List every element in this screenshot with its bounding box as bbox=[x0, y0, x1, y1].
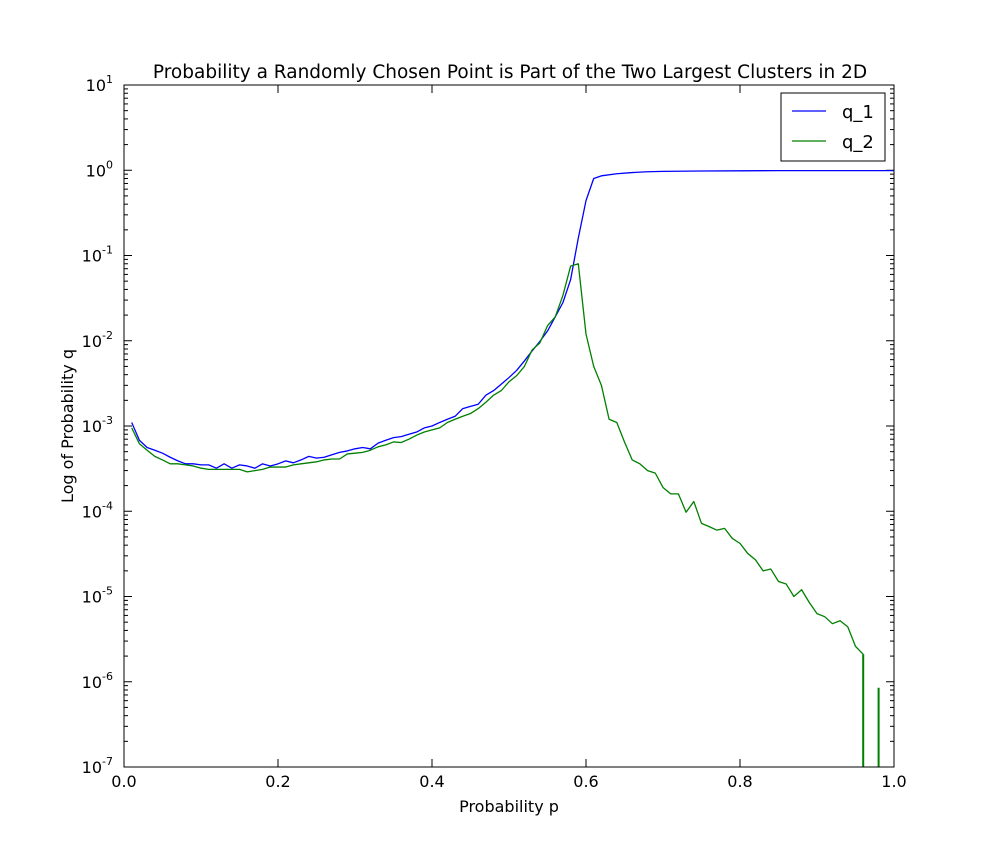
x-tick-label: 0.6 bbox=[573, 772, 598, 791]
y-tick-label: 10-7 bbox=[82, 755, 113, 777]
y-tick-label: 100 bbox=[86, 158, 113, 180]
x-tick-label: 0.0 bbox=[111, 772, 136, 791]
chart-title: Probability a Randomly Chosen Point is P… bbox=[153, 62, 867, 83]
plot-series bbox=[131, 169, 894, 767]
x-tick-label: 0.4 bbox=[419, 772, 444, 791]
y-tick-label: 10-4 bbox=[82, 499, 113, 521]
y-tick-label: 10-2 bbox=[82, 329, 113, 351]
x-tick-label: 0.2 bbox=[265, 772, 290, 791]
series-line-q1 bbox=[131, 169, 894, 469]
series-line-q2 bbox=[131, 263, 864, 655]
y-tick-label: 10-1 bbox=[82, 244, 113, 266]
x-tick-label: 1.0 bbox=[881, 772, 906, 791]
legend-label-q2: q_2 bbox=[842, 132, 874, 153]
legend-box bbox=[780, 92, 886, 162]
axis-ticks: 0.0 0.2 0.4 0.6 0.8 1.0 101 100 10-1 10-2 10-3 10-4… bbox=[82, 73, 907, 791]
y-axis-label: Log of Probability q bbox=[58, 349, 77, 503]
y-tick-label: 10-5 bbox=[82, 585, 113, 607]
y-tick-label: 101 bbox=[86, 73, 113, 95]
x-tick-label: 0.8 bbox=[727, 772, 752, 791]
legend-label-q1: q_1 bbox=[842, 102, 874, 123]
plot-frame bbox=[124, 85, 894, 767]
y-tick-label: 10-3 bbox=[82, 414, 113, 436]
legend: q_1 q_2 bbox=[780, 92, 886, 162]
plot-border bbox=[123, 84, 895, 768]
x-axis-label: Probability p bbox=[459, 797, 559, 816]
y-tick-label: 10-6 bbox=[82, 670, 113, 692]
